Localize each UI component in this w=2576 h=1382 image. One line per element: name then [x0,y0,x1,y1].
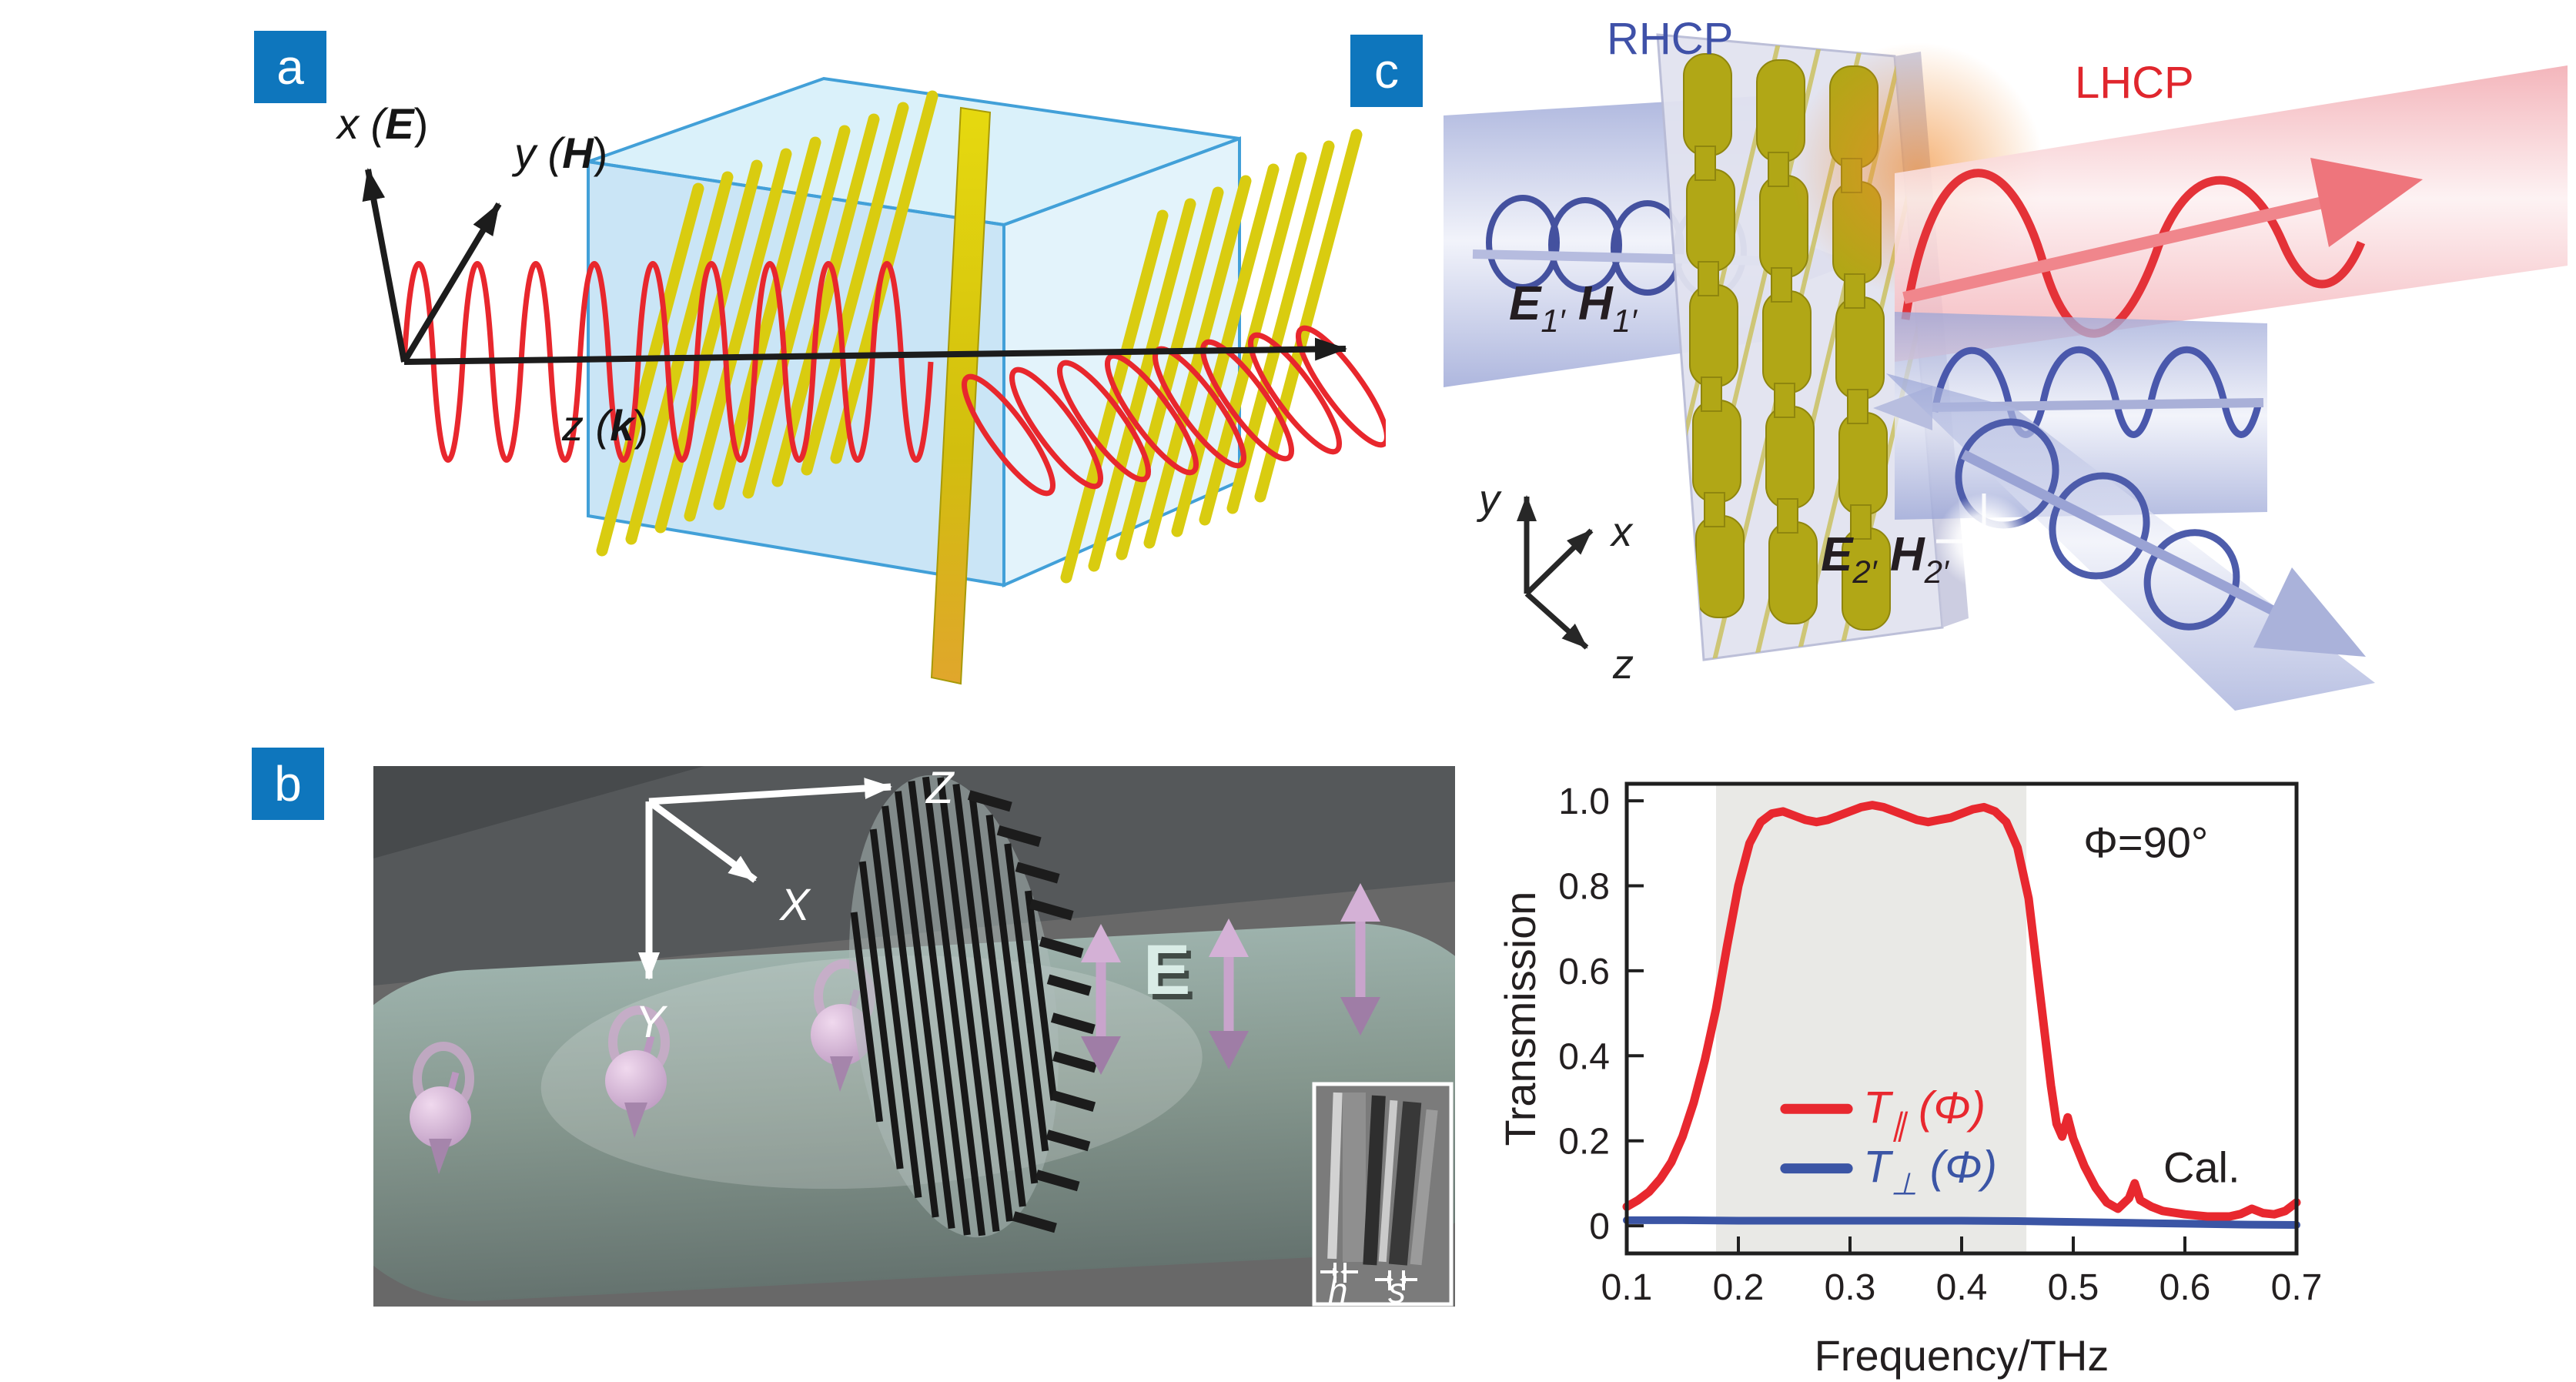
axis-label-X: X [778,880,811,930]
render-axes [638,778,892,980]
panel-c-badge: c [1350,35,1423,107]
coordinate-axes [362,168,1347,365]
axis-label-y-c: y [1476,477,1502,523]
dipole-sources [410,959,875,1174]
svg-text:0.2: 0.2 [1713,1267,1765,1308]
flash-rays [1936,494,2032,589]
annotation-1: Cal. [2163,1143,2240,1192]
x-axis-title: Frequency/THz [1815,1331,2109,1380]
svg-text:0.5: 0.5 [2048,1267,2099,1308]
rhcp-label: RHCP [1607,14,1733,64]
grating-disc [848,775,1097,1238]
transmitted-wave [962,325,1386,497]
lhcp-helix [1901,169,2366,338]
efield-arrows [1081,883,1380,1075]
lhcp-label: LHCP [2075,58,2194,108]
axis-label-x-c: x [1609,509,1634,555]
svg-text:E: E [1143,931,1190,1009]
dim-label-h: h [1328,1270,1348,1307]
center-slab [930,106,992,685]
transmission-chart: 0.1 0.2 0.3 0.4 0.5 0.6 0.7 0 0.2 0.4 0.6 0.8 1.0 Fre… [1496,758,2576,1382]
annotation-0: Φ=90° [2083,818,2208,866]
svg-text:0.7: 0.7 [2271,1267,2323,1308]
y-axis-title: Transmission [1501,892,1544,1146]
legend: T∥ (Φ)T⊥ (Φ) [1780,1083,1997,1202]
series-T⊥(Φ) [1623,1216,2300,1229]
panel-c-axes [1517,495,1594,650]
svg-text:0: 0 [1589,1206,1610,1247]
svg-text:0.3: 0.3 [1825,1267,1876,1308]
svg-text:0.2: 0.2 [1558,1122,1610,1163]
svg-text:E: E [1148,936,1195,1015]
svg-text:0.6: 0.6 [1558,952,1610,992]
reflected-helix [1931,346,2262,438]
svg-text:0.4: 0.4 [1936,1267,1988,1308]
panel-c-illustration: RHCP LHCP E1′ H1′ E2′ H2′ y x z [1444,14,2568,711]
transmitted-shaft [1961,450,2297,626]
series-T∥(Φ) [1622,801,2301,1221]
panel-b-badge: b [252,748,324,820]
chart-svg: 0.1 0.2 0.3 0.4 0.5 0.6 0.7 0 0.2 0.4 0.6 0.8 1.0 Fre… [1496,781,2322,1380]
legend-label-1: T⊥ (Φ) [1863,1143,1997,1202]
axis-ticks [1625,799,2298,1253]
legend-label-0: T∥ (Φ) [1863,1083,1986,1142]
axis-label-Z: Z [925,766,955,813]
dim-label-s: s [1388,1270,1406,1307]
axis-label-Y: Y [635,997,668,1047]
transmitted-arrowhead [2253,567,2366,657]
panel-a-badge: a [254,31,326,103]
axis-label-z: z (k) [561,401,648,450]
input-field-label: E1′ H1′ [1509,277,1638,339]
svg-text:1.0: 1.0 [1558,781,1610,822]
svg-text:0.6: 0.6 [2159,1267,2211,1308]
efield-label: E E [1143,931,1195,1015]
axis-label-y: y (H) [511,129,607,177]
axis-label-x: x (E) [335,99,428,148]
grating-inset: h s [1312,1082,1454,1307]
lhcp-beam [1895,65,2568,362]
svg-text:0.4: 0.4 [1558,1036,1610,1077]
lhcp-shaft [1902,196,2324,304]
background-corner [373,766,704,858]
svg-text:0.8: 0.8 [1558,866,1610,907]
tick-labels: 0.1 0.2 0.3 0.4 0.5 0.6 0.7 0 0.2 0.4 0.6 0.8 1.0 [1558,781,2322,1308]
lhcp-arrowhead [2310,158,2423,247]
wire-grating-left [596,90,938,557]
panel-a-illustration: x (E) y (H) z (k) [335,76,1386,685]
output-field-label: E2′ H2′ [1821,528,1950,590]
panel-b-illustration: E E Z X Y [373,766,1455,1307]
pass-band-shading [1716,784,2027,1253]
svg-text:0.1: 0.1 [1601,1267,1653,1308]
axis-label-z-c: z [1612,641,1634,688]
